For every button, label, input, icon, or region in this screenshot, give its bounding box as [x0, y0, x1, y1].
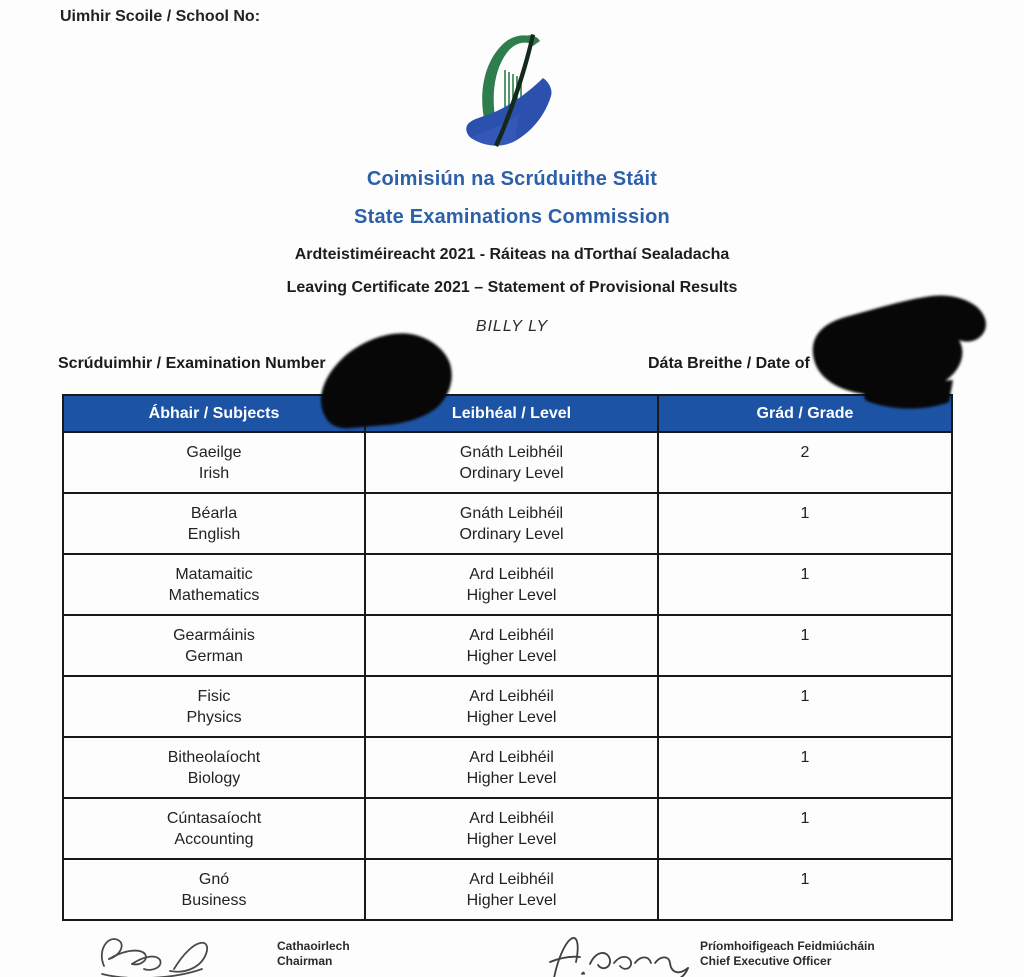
subject-cell: Gnó Business	[62, 858, 366, 921]
date-of-birth-label: Dáta Breithe / Date of	[648, 355, 810, 372]
table-row: Béarla English Gnáth Leibhéil Ordinary Lev…	[62, 492, 953, 555]
level-cell: Ard Leibhéil Higher Level	[364, 858, 659, 921]
ceo-role-label: Príomhoifigeach Feidmiúcháin Chief Execut…	[700, 939, 875, 968]
table-row: Fisic Physics Ard Leibhéil Higher Level 1	[62, 675, 953, 738]
subject-cell: Cúntasaíocht Accounting	[62, 797, 366, 860]
table-row: Cúntasaíocht Accounting Ard Leibhéil Highe…	[62, 797, 953, 860]
subject-cell: Béarla English	[62, 492, 366, 555]
subject-cell: Gearmáinis German	[62, 614, 366, 677]
doc-title-english: Leaving Certificate 2021 – Statement of …	[286, 279, 738, 296]
doc-title-irish: Ardteistiméireacht 2021 - Ráiteas na dTo…	[294, 246, 730, 263]
grade-cell: 2	[657, 431, 953, 494]
column-header-subjects: Ábhair / Subjects	[62, 394, 366, 433]
level-cell: Ard Leibhéil Higher Level	[364, 675, 659, 738]
table-row: Gnó Business Ard Leibhéil Higher Level 1	[62, 858, 953, 921]
subject-cell: Bitheolaíocht Biology	[62, 736, 366, 799]
table-row: Gearmáinis German Ard Leibhéil Higher Leve…	[62, 614, 953, 677]
signature-scribble-icon	[549, 937, 689, 977]
results-table: Ábhair / Subjects Leibhéal / Level Grád …	[62, 394, 953, 921]
signature-scribble-icon	[100, 938, 209, 977]
grade-cell: 1	[657, 553, 953, 616]
chairman-signature	[82, 928, 237, 977]
level-cell: Ard Leibhéil Higher Level	[364, 736, 659, 799]
grade-cell: 1	[657, 858, 953, 921]
table-row: Matamaitic Mathematics Ard Leibhéil Higher…	[62, 553, 953, 616]
student-name: BILLY LY	[475, 318, 549, 335]
level-cell: Ard Leibhéil Higher Level	[364, 797, 659, 860]
subject-cell: Matamaitic Mathematics	[62, 553, 366, 616]
grade-cell: 1	[657, 675, 953, 738]
grade-cell: 1	[657, 736, 953, 799]
subject-cell: Gaeilge Irish	[62, 431, 366, 494]
column-header-grade: Grád / Grade	[657, 394, 953, 433]
redaction-mark-date-of-birth	[812, 295, 986, 409]
grade-cell: 1	[657, 797, 953, 860]
org-name-english: State Examinations Commission	[354, 206, 670, 228]
level-cell: Gnáth Leibhéil Ordinary Level	[364, 492, 659, 555]
level-cell: Ard Leibhéil Higher Level	[364, 553, 659, 616]
table-row: Bitheolaíocht Biology Ard Leibhéil Higher …	[62, 736, 953, 799]
ceo-signature	[538, 930, 698, 977]
sec-harp-logo	[455, 30, 567, 150]
redaction-mark-exam-number	[320, 333, 452, 429]
table-row: Gaeilge Irish Gnáth Leibhéil Ordinary Leve…	[62, 431, 953, 494]
org-name-irish: Coimisiún na Scrúduithe Stáit	[366, 168, 658, 190]
chairman-role-label: Cathaoirlech Chairman	[277, 939, 350, 968]
subject-cell: Fisic Physics	[62, 675, 366, 738]
level-cell: Gnáth Leibhéil Ordinary Level	[364, 431, 659, 494]
school-number-label: Uimhir Scoile / School No:	[60, 8, 261, 25]
exam-number-label: Scrúduimhir / Examination Number	[58, 355, 326, 372]
grade-cell: 1	[657, 492, 953, 555]
grade-cell: 1	[657, 614, 953, 677]
level-cell: Ard Leibhéil Higher Level	[364, 614, 659, 677]
harp-icon	[466, 34, 552, 147]
